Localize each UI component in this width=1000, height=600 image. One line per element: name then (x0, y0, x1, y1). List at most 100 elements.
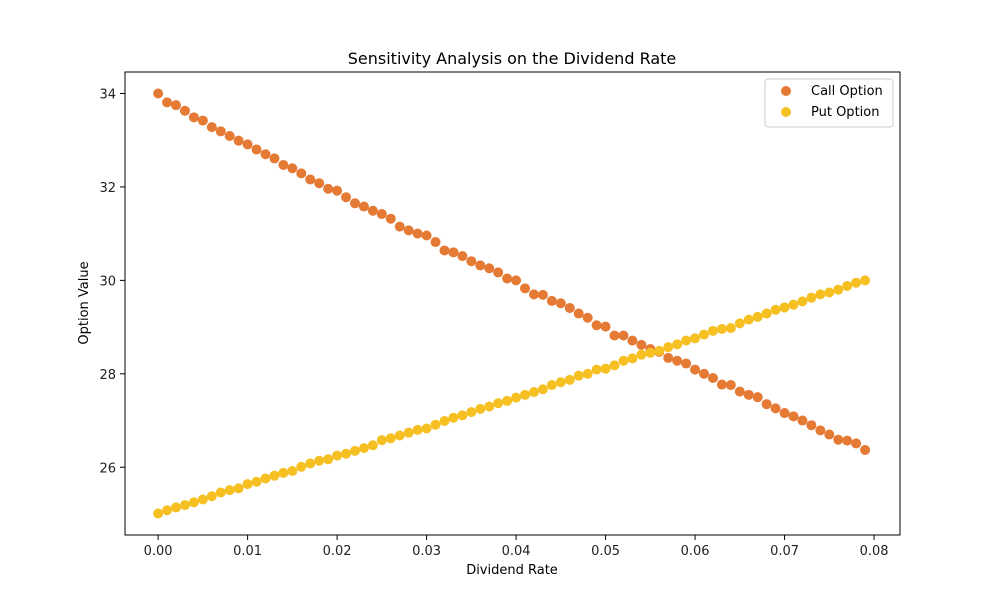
call-option-point (779, 408, 790, 419)
put-option-point (528, 387, 539, 398)
call-option-point (681, 358, 692, 369)
call-option-point (376, 209, 387, 220)
call-option-point (806, 420, 817, 431)
y-axis-label: Option Value (77, 261, 92, 344)
call-option-point (260, 149, 271, 160)
put-option-point (341, 448, 352, 459)
put-option-point (797, 296, 808, 307)
call-option-point (206, 122, 217, 133)
put-option-point (734, 318, 745, 329)
put-option-point (233, 483, 244, 494)
put-option-point (537, 384, 548, 395)
put-option-point (242, 479, 253, 490)
x-axis-label: Dividend Rate (466, 563, 558, 578)
put-option-point (278, 467, 289, 478)
put-option-point (609, 360, 620, 371)
put-option-point (206, 491, 217, 502)
put-option-point (260, 473, 271, 484)
x-tick-label: 0.05 (591, 544, 620, 559)
call-option-point (564, 302, 575, 313)
put-option-point (466, 407, 477, 418)
call-option-point (833, 434, 844, 445)
put-option-point (743, 314, 754, 325)
call-option-point (197, 115, 208, 126)
call-option-point (582, 312, 593, 323)
put-option-point (690, 333, 701, 344)
put-option-point (305, 458, 316, 469)
put-option-point (358, 443, 369, 454)
put-option-point (403, 427, 414, 438)
call-option-point (502, 273, 513, 284)
call-option-point (690, 364, 701, 375)
put-option-point (439, 416, 450, 426)
put-option-point (842, 280, 853, 291)
call-option-point (520, 283, 531, 294)
y-tick-label: 34 (99, 87, 116, 102)
put-option-point (296, 461, 307, 472)
legend-box (764, 78, 894, 128)
put-option-point (860, 275, 871, 286)
put-option-point (546, 380, 557, 391)
put-option-point (502, 395, 513, 406)
call-option-point (707, 373, 718, 384)
put-option-point (251, 476, 262, 487)
call-option-point (528, 289, 539, 300)
put-option-point (421, 423, 432, 434)
call-option-point (466, 256, 477, 267)
call-option-point (457, 251, 468, 262)
put-option-point (716, 323, 727, 334)
put-option-point (591, 364, 602, 375)
put-option-point (162, 505, 173, 516)
put-option-point (332, 450, 343, 461)
put-option-point (314, 455, 325, 466)
put-option-point (770, 304, 781, 315)
put-option-point (761, 308, 772, 319)
put-option-point (573, 370, 584, 381)
call-option-point (448, 247, 459, 258)
call-option-point (842, 435, 853, 446)
call-option-point (296, 168, 307, 179)
call-option-point (188, 112, 199, 123)
call-option-point (752, 392, 763, 403)
call-option-point (242, 139, 253, 150)
call-option-point (770, 403, 781, 414)
put-option-point (179, 500, 190, 511)
put-option-point (511, 392, 522, 403)
call-option-point (215, 126, 226, 137)
chart-title: Sensitivity Analysis on the Dividend Rat… (348, 49, 677, 68)
x-tick-label: 0.03 (412, 544, 441, 559)
call-option-point (725, 380, 736, 391)
call-option-point (546, 295, 557, 306)
put-option-point (555, 377, 566, 388)
call-option-point (332, 185, 343, 196)
put-option-point (520, 389, 531, 400)
put-option-point (484, 401, 495, 412)
legend-label-put-option: Put Option (811, 105, 879, 120)
call-option-point (699, 368, 710, 379)
call-option-point (636, 339, 647, 350)
call-option-point (153, 88, 164, 99)
y-tick-label: 26 (99, 461, 116, 476)
put-option-point (430, 419, 441, 430)
put-option-point (171, 502, 182, 513)
call-option-point (761, 399, 772, 410)
put-option-point (412, 424, 423, 435)
put-option-point (448, 412, 459, 423)
call-option-point (224, 131, 235, 142)
put-option-point (752, 311, 763, 322)
call-option-point (341, 192, 352, 203)
put-option-point (806, 292, 817, 303)
put-option-point (323, 454, 334, 465)
call-option-point (287, 163, 298, 174)
put-option-point (851, 277, 862, 288)
x-tick-label: 0.00 (144, 544, 173, 559)
put-option-point (681, 335, 692, 346)
call-option-point (162, 97, 173, 108)
call-option-point (403, 225, 414, 236)
call-option-point (358, 201, 369, 212)
put-option-point (367, 440, 378, 451)
x-tick-label: 0.06 (681, 544, 710, 559)
call-option-point (394, 221, 405, 232)
call-option-point (421, 230, 432, 241)
